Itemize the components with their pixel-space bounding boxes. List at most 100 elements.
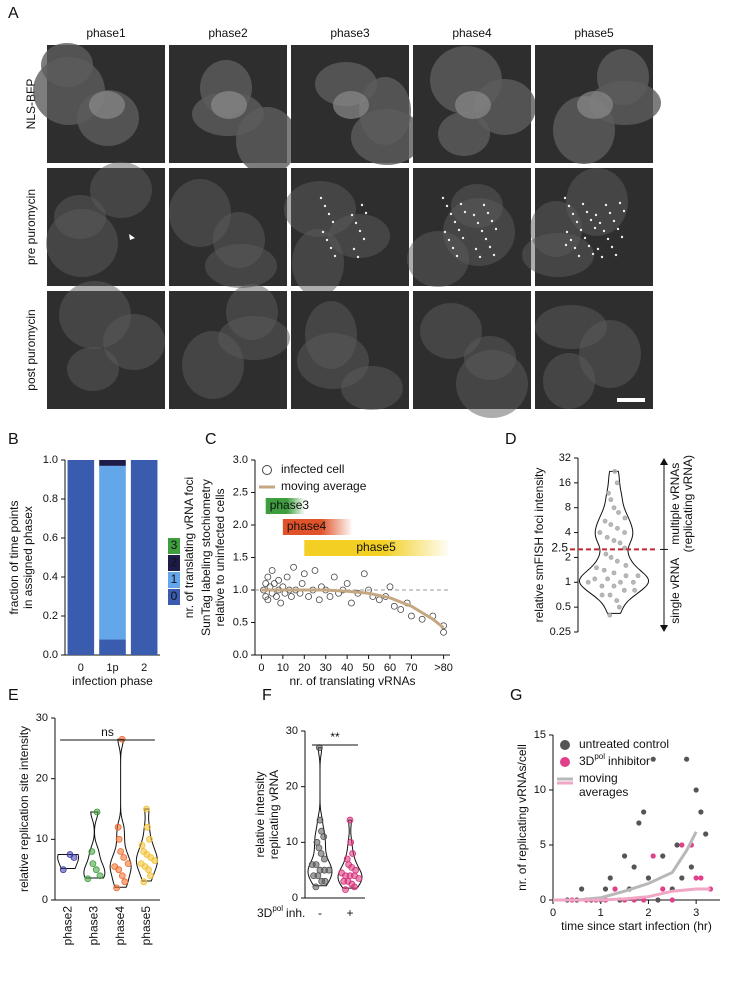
data-point <box>316 816 324 824</box>
arrowhead <box>660 625 668 632</box>
data-point <box>601 567 607 573</box>
x-tick-label: 20 <box>298 662 310 674</box>
foci <box>362 237 366 241</box>
x-tick-label: 0 <box>550 907 556 919</box>
data-point <box>320 855 328 863</box>
foci <box>321 230 325 234</box>
bar-segment <box>99 639 126 655</box>
moving-average-line <box>261 588 445 629</box>
foci <box>463 210 467 214</box>
data-point <box>616 604 622 610</box>
foci <box>364 211 368 215</box>
y-axis-label: replicating vRNA <box>267 770 281 859</box>
data-point <box>310 872 318 880</box>
data-point <box>288 593 295 600</box>
foci <box>319 196 323 200</box>
data-point <box>59 866 67 874</box>
data-point <box>137 860 145 867</box>
data-point <box>604 534 610 540</box>
row-label: pre puromycin <box>24 189 38 265</box>
data-point <box>611 505 617 511</box>
data-point <box>120 854 128 861</box>
data-point <box>650 756 656 762</box>
data-point <box>607 875 613 881</box>
cell <box>33 57 105 125</box>
foci <box>565 230 569 234</box>
data-point <box>605 576 611 582</box>
foci <box>331 220 335 224</box>
data-point <box>684 756 690 762</box>
foci <box>478 255 482 259</box>
data-point <box>408 612 415 620</box>
data-point <box>703 831 709 837</box>
panel-label: A <box>8 5 19 22</box>
data-point <box>92 866 100 874</box>
data-point <box>347 838 355 846</box>
foci <box>329 246 333 250</box>
data-point <box>679 875 685 881</box>
data-point <box>617 540 623 546</box>
data-point <box>440 628 447 636</box>
data-point <box>603 551 609 557</box>
foci <box>598 221 602 225</box>
x-tick-label: phase4 <box>113 906 127 946</box>
data-point <box>602 886 609 892</box>
x-axis-label: time since start infection (hr) <box>561 919 712 933</box>
data-point <box>268 567 276 574</box>
foci <box>577 254 581 258</box>
panel-label: F <box>262 687 272 704</box>
data-point <box>283 573 291 581</box>
data-point <box>345 861 353 868</box>
foci <box>573 246 577 250</box>
cell <box>535 305 607 349</box>
legend-label: untreated control <box>579 737 669 751</box>
foci <box>480 229 484 233</box>
y-tick-label: 0.0 <box>43 649 58 661</box>
legend-swatch <box>168 589 180 605</box>
foci <box>620 235 624 239</box>
foci <box>490 219 494 223</box>
x-tick-label: + <box>346 906 353 920</box>
x-axis-label: nr. of translating vRNAs <box>289 674 415 688</box>
foci <box>581 202 585 206</box>
cell <box>90 162 152 218</box>
nucleus <box>455 91 491 119</box>
foci <box>360 203 364 207</box>
y-axis-label: relative to uninfected cells <box>213 488 227 626</box>
nucleus <box>211 91 247 119</box>
annotation: multiple vRNAs <box>668 463 682 545</box>
data-point <box>693 875 699 881</box>
foci <box>569 238 573 242</box>
foci <box>455 254 459 258</box>
y-tick-label: 0.8 <box>43 493 58 505</box>
x-tick-label: 0 <box>258 662 264 674</box>
data-point <box>290 563 297 571</box>
foci <box>579 228 583 232</box>
data-point <box>594 565 599 571</box>
foci <box>600 255 604 259</box>
foci <box>451 246 455 250</box>
y-tick-label: 4 <box>565 526 571 538</box>
nucleus <box>333 91 369 119</box>
y-tick-label: 1 <box>565 576 571 588</box>
y-tick-label: 3.0 <box>233 454 248 466</box>
legend-label: 3 <box>171 538 178 552</box>
x-tick-label: 70 <box>405 662 417 674</box>
foci <box>591 252 595 256</box>
foci <box>567 204 571 208</box>
data-point <box>300 570 308 578</box>
y-tick-label: 10 <box>36 833 48 845</box>
y-tick-label: 0 <box>292 892 298 904</box>
data-point <box>614 598 620 604</box>
y-axis-label: relative smFISH foci intensity <box>532 468 546 623</box>
data-point <box>622 545 628 551</box>
data-point <box>679 842 685 848</box>
x-tick-label: - <box>318 906 322 920</box>
foci <box>482 203 486 207</box>
text-part: 3D <box>579 754 595 768</box>
legend-label: moving <box>579 771 618 785</box>
foci <box>453 220 457 224</box>
x-axis-label: infection phase <box>72 674 153 688</box>
foci <box>333 254 337 258</box>
y-tick-label: 0.4 <box>43 571 58 583</box>
